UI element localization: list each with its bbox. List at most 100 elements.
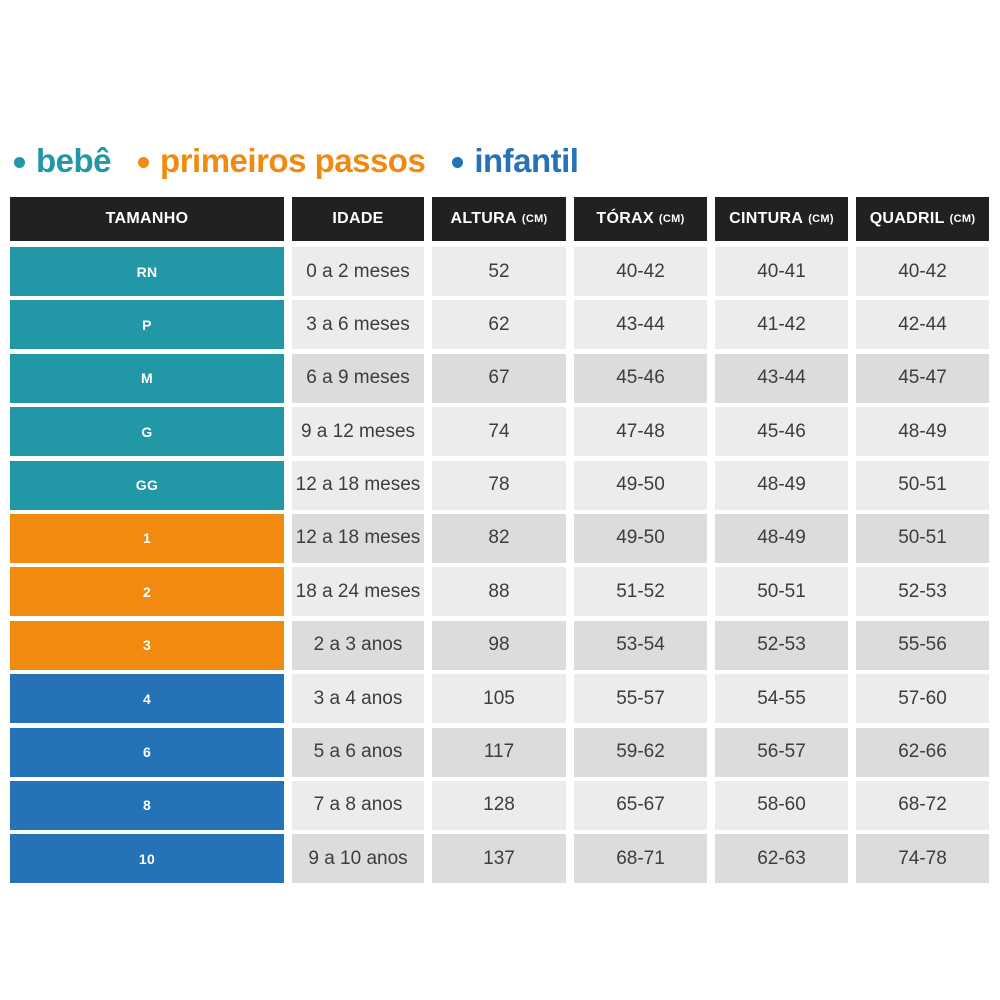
cintura-cell: 56-57 <box>715 727 848 777</box>
cintura-cell: 40-41 <box>715 247 848 296</box>
size-cell: 2 <box>10 567 284 617</box>
idade-cell: 5 a 6 anos <box>292 727 424 777</box>
column-header-label: TÓRAX <box>596 210 654 227</box>
legend-label-primeiros-passos: primeiros passos <box>160 142 426 179</box>
column-header-quadril: QUADRIL (CM) <box>856 197 989 241</box>
table-row-size-10: 10 9 a 10 anos 137 68-71 62-63 74-78 <box>10 834 989 884</box>
size-cell: 6 <box>10 727 284 777</box>
altura-cell: 128 <box>432 780 566 830</box>
column-header-cintura: CINTURA (CM) <box>715 197 848 241</box>
table-header-row: TAMANHO IDADE ALTURA (CM) TÓRAX (CM) CINTURA (C… <box>10 197 989 241</box>
legend-item-bebe: bebê <box>14 144 112 177</box>
column-header-idade: IDADE <box>292 197 424 241</box>
altura-cell: 105 <box>432 674 566 724</box>
quadril-cell: 48-49 <box>856 407 989 457</box>
size-table: TAMANHO IDADE ALTURA (CM) TÓRAX (CM) CINTURA (C… <box>10 197 989 884</box>
idade-cell: 12 a 18 meses <box>292 513 424 563</box>
size-cell: 3 <box>10 620 284 670</box>
column-header-label: ALTURA <box>450 210 517 227</box>
column-header-label: IDADE <box>332 210 384 227</box>
torax-cell: 51-52 <box>574 567 707 617</box>
cintura-cell: 62-63 <box>715 834 848 884</box>
size-cell: 8 <box>10 780 284 830</box>
cintura-cell: 45-46 <box>715 407 848 457</box>
idade-cell: 2 a 3 anos <box>292 620 424 670</box>
size-cell: GG <box>10 460 284 510</box>
quadril-cell: 74-78 <box>856 834 989 884</box>
torax-cell: 40-42 <box>574 247 707 296</box>
cintura-cell: 50-51 <box>715 567 848 617</box>
cintura-cell: 48-49 <box>715 513 848 563</box>
idade-cell: 12 a 18 meses <box>292 460 424 510</box>
quadril-cell: 55-56 <box>856 620 989 670</box>
size-cell: 1 <box>10 513 284 563</box>
altura-cell: 82 <box>432 513 566 563</box>
column-header-torax: TÓRAX (CM) <box>574 197 707 241</box>
torax-cell: 55-57 <box>574 674 707 724</box>
torax-cell: 68-71 <box>574 834 707 884</box>
quadril-cell: 45-47 <box>856 353 989 403</box>
altura-cell: 137 <box>432 834 566 884</box>
column-header-unit: (CM) <box>949 213 976 225</box>
cintura-cell: 52-53 <box>715 620 848 670</box>
torax-cell: 65-67 <box>574 780 707 830</box>
torax-cell: 49-50 <box>574 513 707 563</box>
idade-cell: 0 a 2 meses <box>292 247 424 296</box>
idade-cell: 7 a 8 anos <box>292 780 424 830</box>
idade-cell: 3 a 6 meses <box>292 300 424 350</box>
cintura-cell: 58-60 <box>715 780 848 830</box>
quadril-cell: 42-44 <box>856 300 989 350</box>
idade-cell: 9 a 10 anos <box>292 834 424 884</box>
torax-cell: 53-54 <box>574 620 707 670</box>
cintura-cell: 43-44 <box>715 353 848 403</box>
quadril-cell: 50-51 <box>856 460 989 510</box>
column-header-label: CINTURA <box>729 210 804 227</box>
table-row-size-RN: RN 0 a 2 meses 52 40-42 40-41 40-42 <box>10 247 989 296</box>
table-row-size-GG: GG 12 a 18 meses 78 49-50 48-49 50-51 <box>10 460 989 510</box>
size-cell: 10 <box>10 834 284 884</box>
bullet-icon <box>138 156 150 168</box>
quadril-cell: 62-66 <box>856 727 989 777</box>
legend-item-primeiros-passos: primeiros passos <box>138 142 426 179</box>
column-header-altura: ALTURA (CM) <box>432 197 566 241</box>
altura-cell: 67 <box>432 353 566 403</box>
altura-cell: 88 <box>432 567 566 617</box>
table-body: RN 0 a 2 meses 52 40-42 40-41 40-42 P 3 a 6 mes… <box>10 247 989 884</box>
size-cell: G <box>10 407 284 457</box>
table-row-size-1: 1 12 a 18 meses 82 49-50 48-49 50-51 <box>10 513 989 563</box>
altura-cell: 78 <box>432 460 566 510</box>
size-cell: M <box>10 353 284 403</box>
column-header-unit: (CM) <box>521 213 548 225</box>
size-cell: P <box>10 300 284 350</box>
quadril-cell: 52-53 <box>856 567 989 617</box>
torax-cell: 59-62 <box>574 727 707 777</box>
idade-cell: 3 a 4 anos <box>292 674 424 724</box>
quadril-cell: 57-60 <box>856 674 989 724</box>
column-header-label: QUADRIL <box>869 210 945 227</box>
column-header-size: TAMANHO <box>10 197 284 241</box>
cintura-cell: 41-42 <box>715 300 848 350</box>
cintura-cell: 48-49 <box>715 460 848 510</box>
column-header-unit: (CM) <box>808 213 834 225</box>
torax-cell: 45-46 <box>574 353 707 403</box>
altura-cell: 117 <box>432 727 566 777</box>
category-legend: bebê primeiros passos infantil <box>14 142 579 179</box>
torax-cell: 49-50 <box>574 460 707 510</box>
torax-cell: 47-48 <box>574 407 707 457</box>
legend-item-infantil: infantil <box>452 144 579 177</box>
altura-cell: 98 <box>432 620 566 670</box>
cintura-cell: 54-55 <box>715 674 848 724</box>
column-header-unit: (CM) <box>658 213 685 225</box>
altura-cell: 74 <box>432 407 566 457</box>
quadril-cell: 50-51 <box>856 513 989 563</box>
quadril-cell: 40-42 <box>856 247 989 296</box>
quadril-cell: 68-72 <box>856 780 989 830</box>
